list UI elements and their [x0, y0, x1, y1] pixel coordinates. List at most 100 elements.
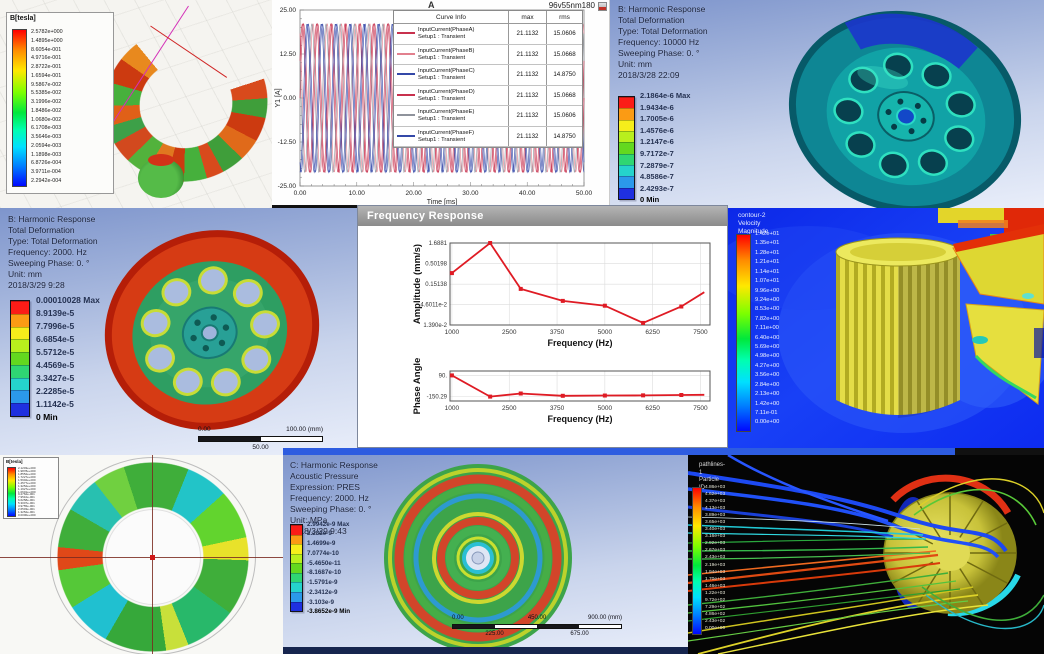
legend-title: B[tesla]	[10, 15, 36, 22]
colorbar-cell	[291, 544, 302, 554]
header-line: Unit: mm	[8, 269, 42, 280]
legend-value: 9.96e+00	[755, 287, 780, 294]
legend-value: 6.40e+00	[755, 334, 780, 341]
svg-text:25.00: 25.00	[280, 7, 297, 14]
legend-value: 7.29e+02	[705, 604, 726, 610]
curve-rms: 15.0668	[546, 85, 582, 105]
legend-value: 1.1142e-5	[36, 399, 74, 409]
svg-text:4.6011e-2: 4.6011e-2	[420, 303, 447, 309]
legend-value: 2.43e+03	[705, 555, 726, 561]
plot-corner-icon[interactable]	[598, 2, 607, 11]
curve-rms: 14.8750	[546, 65, 582, 85]
svg-text:-150.29: -150.29	[427, 395, 448, 401]
legend-value: 2.9942e-9 Max	[307, 520, 350, 528]
colorbar	[7, 467, 16, 517]
window-titlebar[interactable]: Frequency Response	[358, 206, 727, 226]
legend-value: 0 Min	[36, 412, 58, 422]
svg-text:0.00: 0.00	[294, 190, 307, 197]
svg-text:50.00: 50.00	[576, 190, 593, 197]
legend-value: 1.1898e-003	[31, 151, 62, 158]
curve-name: InputCurrent(PhaseC)	[418, 68, 475, 74]
curve-rms: 15.0606	[546, 24, 582, 44]
curve-rms: 15.0668	[546, 44, 582, 64]
legend-value: 5.5712e-5	[36, 347, 75, 357]
colorbar	[692, 487, 702, 635]
colorbar-cell	[291, 525, 302, 535]
svg-text:-12.50: -12.50	[278, 139, 297, 146]
curve-setup: Setup1 : Transient	[418, 136, 466, 143]
header-line: Acoustic Pressure	[290, 471, 359, 482]
legend-value: 1.3252e+000	[18, 483, 36, 488]
window-bottom-bar	[283, 647, 688, 654]
table-row: InputCurrent(PhaseC) Setup1 : Transient …	[394, 65, 582, 86]
table-row: InputCurrent(PhaseD) Setup1 : Transient …	[394, 85, 582, 106]
window-frequency-response: Frequency Response 1.6881 0.50198 0.15138 4…	[357, 205, 728, 448]
header-line: Type: Total Deformation	[8, 236, 98, 247]
curve-name-cell: InputCurrent(PhaseE) Setup1 : Transient	[394, 106, 508, 126]
legend-value: 3.56e+00	[755, 372, 780, 379]
scale-label: 0.00	[198, 426, 211, 433]
legend-value: 7.0774e-10	[307, 549, 339, 557]
svg-text:2500: 2500	[502, 405, 517, 412]
legend-value: 1.6594e-001	[31, 72, 62, 79]
result-header: C: Harmonic Response Acoustic Pressure Exp…	[290, 460, 378, 537]
curve-name-cell: InputCurrent(PhaseC) Setup1 : Transient	[394, 65, 508, 85]
colorbar-cell	[619, 187, 634, 199]
legend-values: 2.9942e-9 Max 2.232e-9 1.4699e-9 7.0774e-10…	[307, 519, 350, 617]
header-line: Sweeping Phase: 0. °	[8, 258, 90, 269]
legend-values: 0.00010028 Max 8.9139e-5 7.7996e-5 6.6854e-…	[36, 294, 100, 424]
svg-text:6250: 6250	[645, 405, 660, 412]
legend-value: 7.11e+00	[755, 325, 779, 332]
colorbar	[618, 96, 635, 200]
curve-setup: Setup1 : Transient	[418, 34, 466, 40]
colorbar-cell	[619, 108, 634, 120]
legend-value: 6.6258e-001	[18, 498, 35, 503]
svg-text:1000: 1000	[445, 329, 460, 336]
legend-value: 4.62e+03	[705, 492, 726, 498]
curve-rms: 15.0606	[546, 106, 582, 126]
colorbar-cell	[291, 601, 302, 612]
legend-value: 4.86e+03	[705, 485, 726, 490]
scale-ruler-track	[198, 436, 323, 442]
legend-value: 6.8726e-004	[31, 160, 62, 167]
svg-text:90.: 90.	[439, 373, 448, 379]
svg-text:-25.00: -25.00	[278, 183, 297, 190]
legend-value: -3.8652e-9 Min	[307, 608, 351, 616]
legend-value: 7.11e-01	[755, 410, 778, 417]
legend-value: 2.13e+00	[755, 391, 780, 398]
legend-value: 8.6054e-001	[31, 46, 62, 53]
legend-title: B[tesla]	[6, 459, 23, 464]
legend-value: 1.8486e-002	[31, 107, 62, 114]
colorbar	[12, 29, 27, 187]
legend-value: 4.98e+00	[755, 353, 780, 360]
legend-value: 2.8722e-001	[31, 64, 62, 71]
header-line: Frequency: 10000 Hz	[618, 37, 700, 48]
colorbar-cell	[291, 563, 302, 573]
legend-title-line: Particle ID	[699, 477, 720, 491]
header-line: Sweeping Phase: 0. °	[290, 504, 372, 515]
legend-value: 1.07e+01	[755, 278, 780, 285]
legend-value: 2.6503e-001	[18, 507, 35, 512]
curve-name-cell: InputCurrent(PhaseF) Setup1 : Transient	[394, 127, 508, 147]
colorbar-cell	[11, 339, 29, 353]
panel-flux-stator: B[tesla] 2.5782e+000 1.4895e+000 8.6054e-0…	[0, 0, 272, 208]
legend-value: -3.103e-9	[307, 598, 334, 606]
wheel-deformation-visualization	[104, 230, 320, 430]
curve-name: InputCurrent(PhaseA)	[418, 27, 475, 33]
legend-value: 4.27e+00	[755, 362, 780, 369]
legend-value: 1.42e+01	[755, 231, 780, 237]
flux-legend: B[tesla] 2.5782e+000 1.4895e+000 8.6054e-0…	[6, 12, 114, 194]
col-curve-info: Curve Info	[436, 13, 466, 21]
legend-value: 1.0601e+000	[18, 489, 36, 494]
legend-title: pathlines-1 Particle ID	[699, 462, 725, 492]
legend-value: 1.22e+03	[705, 590, 726, 596]
legend-value: 1.4895e+000	[31, 37, 63, 44]
col-rms: rms	[546, 11, 582, 23]
legend-value: 1.4576e-6	[640, 125, 674, 135]
svg-text:Phase Angle: Phase Angle	[412, 358, 423, 415]
legend-values: 1.42e+01 1.35e+01 1.28e+01 1.21e+01 1.14e+01…	[755, 230, 779, 428]
svg-text:Frequency (Hz): Frequency (Hz)	[547, 338, 612, 348]
table-body: InputCurrent(PhaseA) Setup1 : Transient …	[394, 24, 582, 147]
curve-setup: Setup1 : Transient	[418, 54, 466, 61]
table-row: InputCurrent(PhaseF) Setup1 : Transient …	[394, 126, 582, 147]
